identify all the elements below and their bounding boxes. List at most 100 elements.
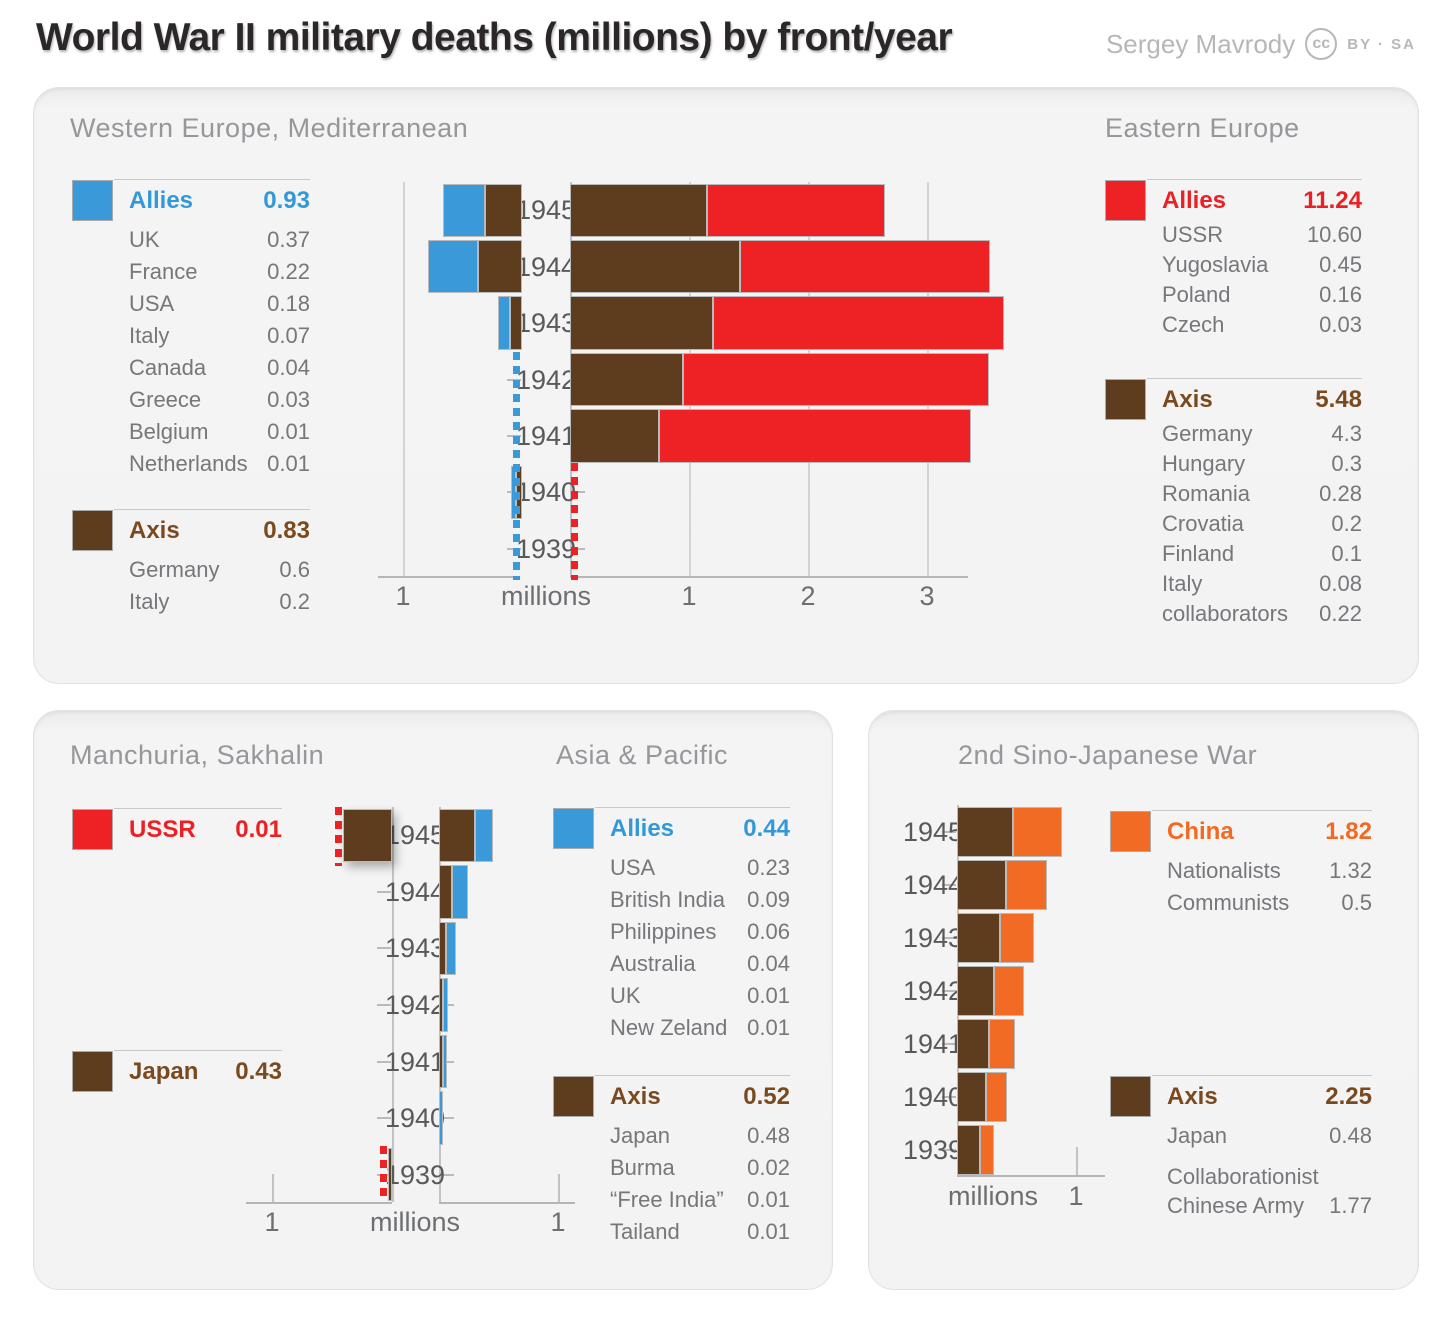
legend-item: Poland 0.16 xyxy=(1162,280,1362,310)
bar-europe-1943-left-allies xyxy=(498,296,511,350)
bar-europe-1945-left-allies xyxy=(443,183,486,237)
legend-item-label: collaborators xyxy=(1162,601,1288,626)
year-label: 1942 xyxy=(515,364,577,395)
year-label: 1939 xyxy=(515,533,577,564)
legend-total: 0.83 xyxy=(263,517,310,544)
bar-europe-1944-left-allies xyxy=(427,239,478,294)
legend-items: Japan 0.48 Collaborationist Chinese Army 1.… xyxy=(1167,1120,1372,1220)
legend-items: UK 0.37 France 0.22 USA 0.18 Italy 0.07 Canada 0.… xyxy=(129,224,310,480)
bar-asia-1944-right-axis xyxy=(439,865,453,919)
bar-europe-1943-left-axis xyxy=(510,296,522,350)
year-label: 1944 xyxy=(384,876,446,907)
bar-europe-1945-right-allies xyxy=(706,183,886,237)
legend-item-label: Greece xyxy=(129,387,202,412)
legend-title: Japan xyxy=(129,1058,199,1085)
bar-asia-1941-right-axis xyxy=(439,1034,443,1089)
legend-item-value: 0.2 xyxy=(1331,511,1362,536)
divider xyxy=(595,1075,790,1076)
bar-sino-1941-right-china xyxy=(989,1018,1016,1069)
divider xyxy=(1147,179,1362,180)
legend-item-label: Japan xyxy=(1167,1123,1227,1148)
bar-asia-1942-right-allies xyxy=(443,978,448,1032)
legend-item-label: Germany xyxy=(129,557,220,582)
legend-item: Canada 0.04 xyxy=(129,352,310,384)
legend-item-label: UK xyxy=(129,227,160,252)
legend-items: USA 0.23 British India 0.09 Philippines 0.06 A… xyxy=(610,852,790,1044)
japan-brown-swatch xyxy=(72,1051,113,1092)
legend-item-value: 0.2 xyxy=(279,589,310,614)
axis-brown-swatch xyxy=(1105,379,1146,420)
bar-europe-1942-right-axis xyxy=(570,352,684,407)
axis-tick xyxy=(1076,1147,1078,1175)
legend-item: USSR 10.60 xyxy=(1162,220,1362,250)
legend-title: China xyxy=(1167,818,1234,845)
legend-item-label: Burma xyxy=(610,1155,675,1180)
divider xyxy=(1152,1075,1372,1076)
year-label: 1939 xyxy=(384,1159,446,1190)
axis-tick-label: 1 xyxy=(550,1207,566,1237)
legend-item: collaborators 0.22 xyxy=(1162,599,1362,629)
legend-item-label: Nationalists xyxy=(1167,858,1281,883)
baseline xyxy=(246,1202,392,1204)
bar-sino-1943-right-china xyxy=(999,912,1035,963)
legend-item-value: 0.03 xyxy=(267,387,310,412)
legend-item-label: Finland xyxy=(1162,541,1235,566)
axis-tick-label: 1 xyxy=(1068,1181,1084,1211)
legend-item-value: 10.60 xyxy=(1306,222,1362,247)
legend-item: Burma 0.02 xyxy=(610,1152,790,1184)
bar-sino-1940-right-china xyxy=(985,1071,1007,1122)
axis-tick-label: 3 xyxy=(919,581,935,611)
bar-europe-1941-right-axis xyxy=(570,409,660,463)
legend-item-label: Italy xyxy=(129,323,170,348)
axis-unit-label: millions xyxy=(500,581,592,611)
axis-brown-swatch xyxy=(1110,1076,1151,1117)
legend-item-label: Romania xyxy=(1162,481,1251,506)
legend-total: 0.44 xyxy=(743,815,790,842)
legend-item-label: Czech xyxy=(1162,312,1225,337)
year-label: 1940 xyxy=(902,1081,964,1112)
legend-item-label: Germany xyxy=(1162,421,1253,446)
legend-item: USA 0.23 xyxy=(610,852,790,884)
legend-item: Crovatia 0.2 xyxy=(1162,509,1362,539)
bar-sino-1945-right-axis xyxy=(957,806,1013,857)
divider xyxy=(595,807,790,808)
legend-item: Hungary 0.3 xyxy=(1162,449,1362,479)
trace-dashed-asia-1945 xyxy=(335,807,343,866)
bar-asia-1943-right-axis xyxy=(439,921,447,976)
legend-asia-axis: Axis 0.52 Japan 0.48 Burma 0.02 “Free India”… xyxy=(553,1075,790,1248)
bar-sino-1939-right-axis xyxy=(957,1124,980,1175)
year-label: 1941 xyxy=(902,1028,964,1059)
bar-sino-1944-right-axis xyxy=(957,859,1006,910)
legend-manchuria-ussr: USSR 0.01 xyxy=(72,808,282,850)
legend-item-value: 0.48 xyxy=(747,1123,790,1148)
legend-item-value: 0.01 xyxy=(747,1187,790,1212)
year-label: 1943 xyxy=(384,933,446,964)
legend-east-allies: Allies 11.24 USSR 10.60 Yugoslavia 0.45 Pola… xyxy=(1105,179,1362,340)
legend-item-label: Italy xyxy=(1162,571,1203,596)
legend-item-value: 0.04 xyxy=(267,355,310,380)
legend-item-label: Italy xyxy=(129,589,170,614)
legend-item-value: 0.18 xyxy=(267,291,310,316)
trace-dashed-asia-1939 xyxy=(380,1146,387,1202)
legend-item: Japan 0.48 xyxy=(610,1120,790,1152)
bar-sino-1941-right-axis xyxy=(957,1018,990,1069)
legend-item: Collaborationist Chinese Army 1.77 xyxy=(1167,1162,1372,1220)
year-tick xyxy=(571,547,585,550)
bar-asia-1945-right-axis xyxy=(439,808,475,863)
year-label: 1945 xyxy=(515,195,577,226)
allies-blue-swatch xyxy=(553,808,594,849)
bar-sino-1939-right-china xyxy=(979,1124,994,1175)
legend-item-label: UK xyxy=(610,983,641,1008)
bar-sino-1943-right-axis xyxy=(957,912,1000,963)
year-label: 1941 xyxy=(515,420,577,451)
legend-item: Italy 0.07 xyxy=(129,320,310,352)
year-tick xyxy=(942,1148,956,1151)
legend-item: British India 0.09 xyxy=(610,884,790,916)
legend-item-value: 1.77 xyxy=(1329,1193,1372,1218)
year-tick xyxy=(440,1117,454,1120)
legend-item-value: 0.16 xyxy=(1319,282,1362,307)
legend-item-value: 0.22 xyxy=(267,259,310,284)
bar-europe-1943-right-allies xyxy=(712,296,1005,350)
legend-item-label: Poland xyxy=(1162,282,1231,307)
